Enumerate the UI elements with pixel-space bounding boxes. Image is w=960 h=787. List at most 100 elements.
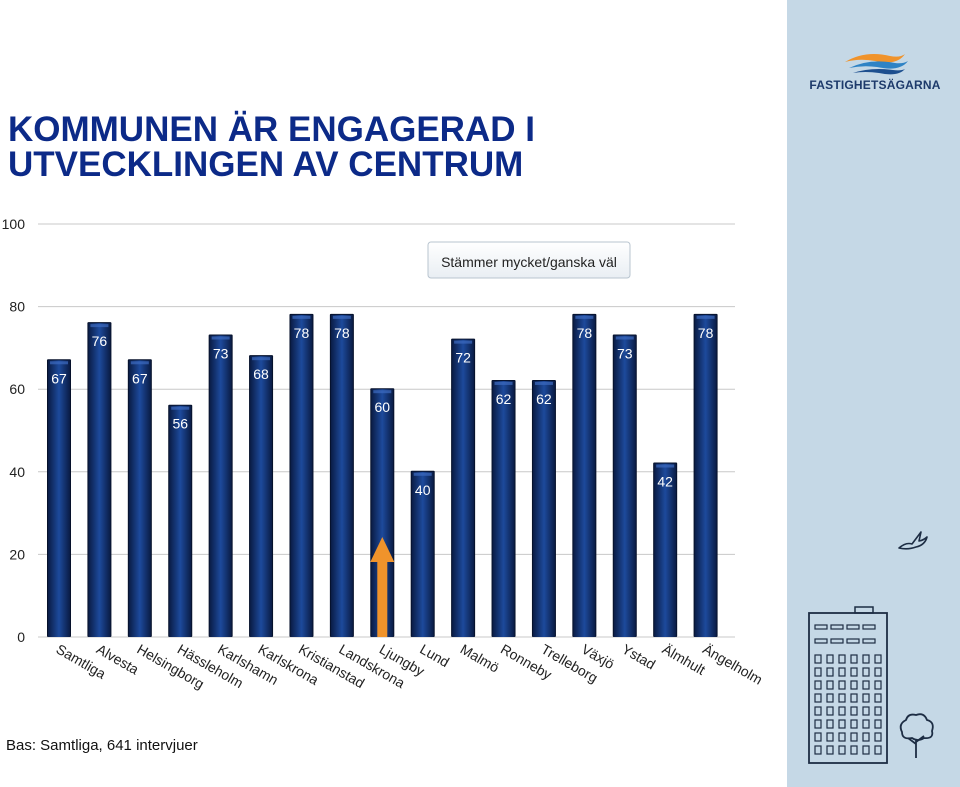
building-window — [826, 693, 834, 703]
building-window — [826, 745, 834, 755]
building-window — [838, 745, 846, 755]
bar-alvesta — [88, 323, 111, 637]
building-window — [850, 706, 858, 716]
bar-hässleholm — [169, 405, 192, 637]
x-tick-label: Malmö — [458, 641, 503, 676]
building-window — [838, 654, 846, 664]
data-label: 78 — [698, 325, 714, 341]
logo-text: FASTIGHETSÄGARNA — [809, 78, 941, 92]
building-window — [814, 693, 822, 703]
data-label: 62 — [496, 391, 512, 407]
y-tick-label: 60 — [9, 381, 25, 397]
building-window — [862, 667, 870, 677]
building-window — [850, 745, 858, 755]
building-window — [862, 693, 870, 703]
building-window — [862, 706, 870, 716]
building-window — [862, 638, 876, 644]
building-window — [850, 680, 858, 690]
data-label: 56 — [172, 416, 188, 432]
building-window — [838, 732, 846, 742]
building-window — [874, 693, 882, 703]
building-window — [838, 706, 846, 716]
y-tick-label: 80 — [9, 299, 25, 315]
building-window — [826, 706, 834, 716]
data-label: 72 — [455, 350, 471, 366]
building-window — [850, 719, 858, 729]
bar-växjö — [573, 314, 596, 637]
title-line-2: UTVECKLINGEN AV CENTRUM — [8, 145, 524, 184]
bar-landskrona — [330, 314, 353, 637]
bar-highlight — [252, 357, 271, 361]
bar-samtliga — [48, 360, 70, 637]
tree-icon — [899, 713, 934, 758]
building-window — [830, 638, 844, 644]
arrow-up-icon — [370, 537, 395, 562]
y-tick-label: 40 — [9, 464, 25, 480]
legend-label: Stämmer mycket/ganska väl — [441, 254, 617, 270]
y-tick-label: 100 — [2, 216, 26, 232]
bar-ronneby — [492, 380, 515, 637]
building-window — [850, 693, 858, 703]
bar-karlskrona — [250, 356, 273, 637]
building-icon — [808, 606, 888, 764]
building-window — [814, 654, 822, 664]
data-label: 67 — [51, 370, 67, 386]
bar-highlight — [615, 336, 634, 340]
building-window — [862, 624, 876, 630]
bar-ängelholm — [694, 314, 717, 637]
building-window — [838, 680, 846, 690]
logo: FASTIGHETSÄGARNA — [805, 48, 945, 98]
y-tick-label: 0 — [17, 629, 25, 645]
data-label: 40 — [415, 482, 431, 498]
building-window — [846, 624, 860, 630]
building-window — [874, 667, 882, 677]
building-window — [826, 654, 834, 664]
x-tick-label: Ängelholm — [700, 641, 765, 688]
data-label: 78 — [577, 325, 593, 341]
building-window — [826, 680, 834, 690]
bar-malmö — [452, 339, 475, 637]
building-window — [874, 706, 882, 716]
y-tick-label: 20 — [9, 546, 25, 562]
building-window — [850, 732, 858, 742]
building-window — [826, 667, 834, 677]
bar-highlight — [494, 381, 513, 385]
building-window — [874, 745, 882, 755]
title-line-1: KOMMUNEN ÄR ENGAGERAD I — [8, 110, 535, 149]
bar-älmhult — [654, 463, 677, 637]
bar-highlight — [575, 315, 594, 319]
footnote: Bas: Samtliga, 641 intervjuer — [6, 737, 198, 754]
building-window — [862, 680, 870, 690]
legend: Stämmer mycket/ganska väl — [427, 241, 631, 279]
building-window — [850, 654, 858, 664]
bar-highlight — [50, 361, 68, 365]
legend-box — [427, 241, 631, 279]
bar-highlight — [454, 340, 473, 344]
building-window — [814, 706, 822, 716]
data-label: 60 — [375, 399, 391, 415]
data-label: 42 — [657, 474, 673, 490]
building-window — [838, 693, 846, 703]
bar-trelleborg — [532, 380, 555, 637]
bar-ljungby — [371, 389, 394, 637]
bar-highlight — [656, 464, 675, 468]
building-window — [862, 719, 870, 729]
bar-highlight — [211, 336, 230, 340]
bar-karlshamn — [209, 335, 232, 637]
data-label: 67 — [132, 370, 148, 386]
bar-highlight — [413, 472, 432, 476]
bar-ystad — [613, 335, 636, 637]
building-window — [874, 732, 882, 742]
building-window — [874, 719, 882, 729]
bar-highlight — [373, 390, 392, 394]
building-window — [814, 745, 822, 755]
data-label: 78 — [294, 325, 310, 341]
building-window — [846, 638, 860, 644]
building-window — [862, 732, 870, 742]
bar-highlight — [130, 361, 149, 365]
building-window — [814, 638, 828, 644]
building-window — [874, 680, 882, 690]
data-label: 73 — [213, 346, 229, 362]
data-label: 76 — [92, 333, 108, 349]
building-window — [814, 680, 822, 690]
